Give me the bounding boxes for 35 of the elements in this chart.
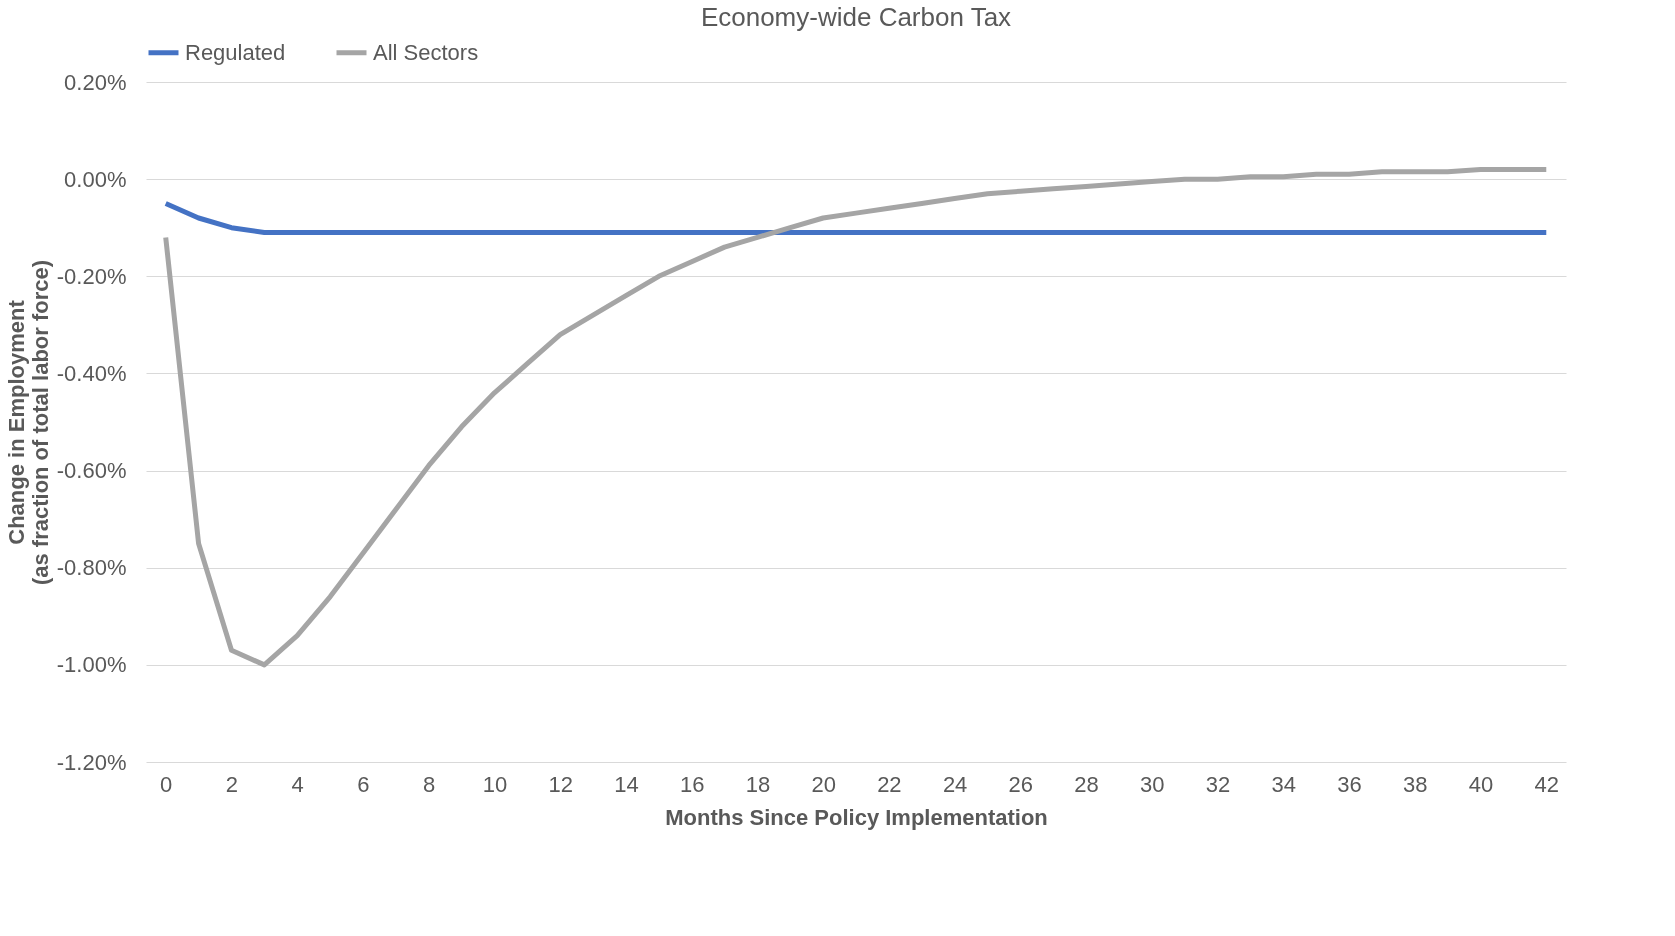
x-axis-title: Months Since Policy Implementation xyxy=(665,804,1048,830)
y-tick-label: -0.60% xyxy=(56,458,127,484)
legend-label: Regulated xyxy=(185,39,286,65)
x-tick-label: 24 xyxy=(942,771,968,797)
y-tick-label: -1.20% xyxy=(56,749,127,775)
chart-title: Economy-wide Carbon Tax xyxy=(700,2,1012,32)
x-tick-label: 36 xyxy=(1337,771,1362,797)
x-tick-label: 26 xyxy=(1008,771,1034,797)
x-tick-label: 16 xyxy=(679,771,705,797)
x-tick-label: 4 xyxy=(291,771,304,797)
x-tick-label: 40 xyxy=(1468,771,1494,797)
x-tick-label: 12 xyxy=(548,771,573,797)
y-tick-label: -0.40% xyxy=(56,360,127,386)
y-tick-label: 0.20% xyxy=(64,69,127,95)
x-tick-label: 14 xyxy=(614,771,639,797)
y-tick-label: -1.00% xyxy=(56,652,127,678)
x-tick-label: 18 xyxy=(745,771,771,797)
y-tick-label: -0.80% xyxy=(56,555,127,581)
legend-label: All Sectors xyxy=(373,39,479,65)
x-tick-label: 10 xyxy=(482,771,508,797)
x-tick-label: 32 xyxy=(1205,771,1231,797)
x-tick-label: 38 xyxy=(1403,771,1428,797)
x-tick-label: 0 xyxy=(160,771,173,797)
x-tick-label: 42 xyxy=(1534,771,1560,797)
x-tick-label: 8 xyxy=(423,771,436,797)
x-tick-label: 20 xyxy=(811,771,836,797)
x-tick-label: 30 xyxy=(1140,771,1165,797)
y-tick-label: -0.20% xyxy=(56,263,127,289)
x-tick-label: 28 xyxy=(1074,771,1099,797)
x-tick-label: 2 xyxy=(225,771,239,797)
x-tick-label: 34 xyxy=(1271,771,1297,797)
y-axis-title: Change in Employment (as fraction of total labor force) xyxy=(3,259,53,586)
y-tick-label: 0.00% xyxy=(64,166,127,192)
x-tick-label: 6 xyxy=(357,771,370,797)
x-tick-label: 22 xyxy=(877,771,902,797)
